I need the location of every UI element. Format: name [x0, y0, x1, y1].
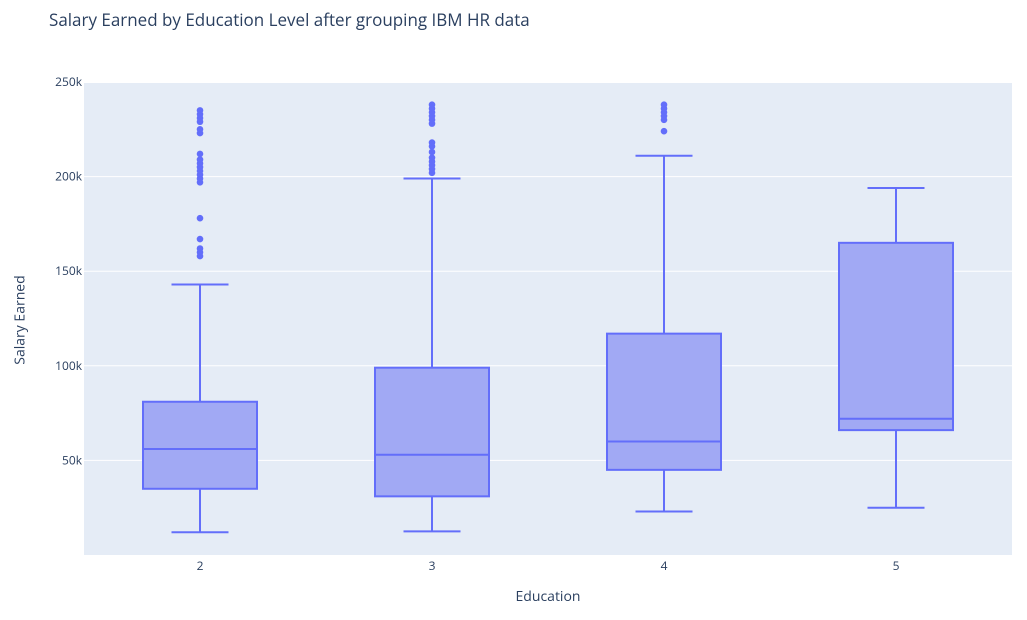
outlier-point	[196, 235, 204, 243]
x-tick-label: 2	[197, 557, 204, 574]
outlier-point	[196, 156, 204, 163]
y-tick-label: 100k	[55, 357, 83, 374]
iqr-box	[606, 332, 722, 471]
x-tick-label: 5	[893, 557, 900, 574]
box-group-4	[606, 101, 722, 513]
x-tick-label: 3	[429, 557, 436, 574]
x-tick-labels: 2 3 4 5	[197, 557, 900, 574]
box-group-2	[142, 107, 258, 534]
box-group-3	[374, 101, 490, 533]
y-tick-label: 250k	[55, 73, 83, 90]
outlier-point	[428, 101, 436, 109]
x-axis-label: Education	[515, 587, 581, 606]
y-tick-label: 150k	[55, 262, 83, 279]
box-group-5	[838, 186, 954, 509]
outlier-point	[660, 127, 668, 135]
iqr-box	[374, 366, 490, 498]
chart-title: Salary Earned by Education Level after g…	[49, 8, 530, 31]
y-tick-labels: 50k 100k 150k 200k 250k	[55, 73, 83, 468]
iqr-box	[838, 241, 954, 432]
outlier-point	[196, 107, 204, 114]
outlier-point	[196, 214, 204, 222]
outlier-point	[196, 126, 204, 133]
y-tick-label: 200k	[55, 168, 83, 185]
outlier-point	[428, 154, 436, 161]
outlier-point	[660, 101, 668, 109]
iqr-box	[142, 400, 258, 490]
y-tick-label: 50k	[62, 451, 83, 468]
outlier-point	[428, 148, 436, 156]
outlier-point	[428, 139, 436, 146]
x-tick-label: 4	[661, 557, 668, 574]
outlier-point	[196, 245, 204, 252]
boxes	[142, 101, 954, 534]
outlier-point	[196, 150, 204, 158]
